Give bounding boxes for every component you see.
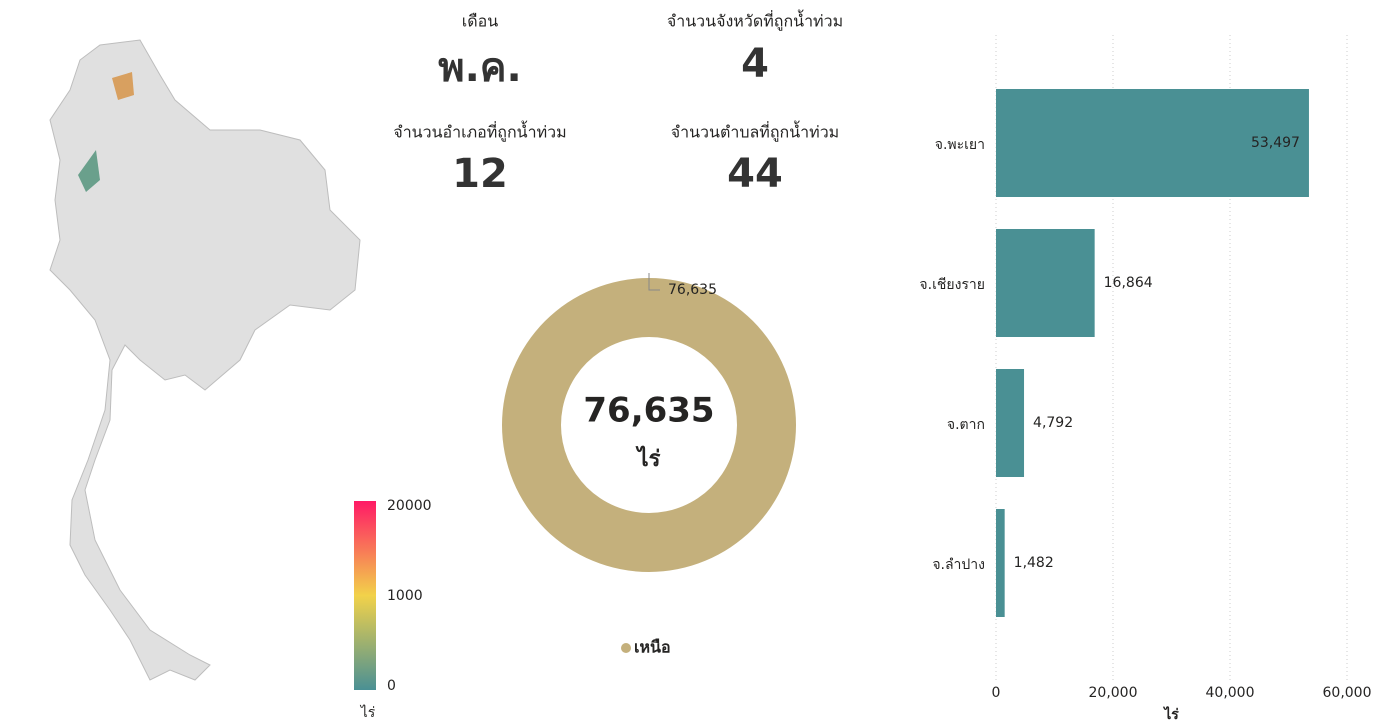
kpi-label: เดือน: [462, 12, 498, 31]
y-tick-label: จ.พะเยา: [935, 137, 985, 153]
kpi-value: 44: [727, 151, 783, 197]
color-scale-label: 20000: [387, 498, 432, 514]
color-scale: [354, 501, 376, 690]
x-tick-label: 60,000: [1323, 685, 1372, 701]
kpi-label: จำนวนอำเภอที่ถูกน้ำท่วม: [393, 121, 566, 143]
color-scale-unit: ไร่: [360, 704, 376, 721]
center-value: 76,635: [583, 391, 714, 431]
center-unit: ไร่: [636, 445, 661, 472]
bar: [996, 509, 1005, 617]
map: [49, 39, 361, 681]
flood-area: [112, 72, 134, 100]
y-tick-label: จ.ลำปาง: [932, 557, 985, 573]
data-label: 1,482: [1014, 555, 1054, 571]
data-label: 76,635: [668, 282, 717, 298]
color-scale-label: 0: [387, 678, 396, 694]
kpi-value: 12: [452, 151, 508, 197]
x-tick-label: 40,000: [1206, 685, 1255, 701]
y-tick-label: จ.ตาก: [947, 417, 985, 433]
data-label: 53,497: [1251, 135, 1300, 151]
x-axis-label: ไร่: [1162, 705, 1179, 723]
pie-slice: [502, 278, 796, 572]
kpi-value: พ.ค.: [438, 45, 522, 91]
kpi-label: จำนวนตำบลที่ถูกน้ำท่วม: [671, 121, 839, 143]
kpi-value: 4: [741, 41, 769, 87]
country-shape: [49, 39, 361, 681]
flood-area: [78, 150, 100, 192]
leader-line: [648, 273, 660, 291]
legend-label: เหนือ: [634, 638, 671, 657]
legend-swatch: [621, 643, 631, 653]
color-scale-label: 1000: [387, 588, 423, 604]
y-tick-label: จ.เชียงราย: [919, 277, 985, 293]
data-label: 16,864: [1104, 275, 1153, 291]
bar: [996, 89, 1309, 197]
x-tick-label: 0: [992, 685, 1001, 701]
data-label: 4,792: [1033, 415, 1073, 431]
x-tick-label: 20,000: [1089, 685, 1138, 701]
kpi-label: จำนวนจังหวัดที่ถูกน้ำท่วม: [667, 10, 843, 32]
bar: [996, 229, 1095, 337]
bar: [996, 369, 1025, 477]
